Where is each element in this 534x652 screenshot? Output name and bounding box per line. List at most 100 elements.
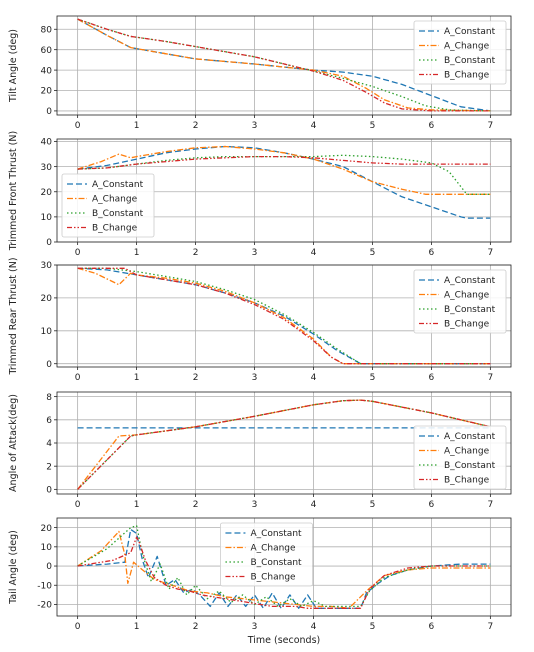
plot-area-frame: [56, 517, 512, 617]
x-tick-label: 5: [370, 373, 376, 383]
y-tick-label: 8: [46, 393, 52, 403]
series-line-a-change: [77, 18, 491, 112]
series-line-a-change: [77, 530, 491, 609]
x-tick-label: 3: [252, 622, 258, 632]
x-tick-label: 2: [193, 248, 199, 258]
legend-label: A_Constant: [444, 276, 496, 286]
x-tick-label: 3: [252, 121, 258, 131]
y-tick-label: 40: [41, 138, 53, 148]
y-tick-label: -10: [37, 581, 52, 591]
x-tick-label: 1: [134, 500, 140, 510]
legend-label: A_Constant: [250, 529, 302, 539]
legend-label: B_Change: [444, 71, 490, 81]
x-tick-label: 2: [193, 373, 199, 383]
x-tick-label: 2: [193, 121, 199, 131]
y-tick-label: 10: [41, 543, 53, 553]
x-tick-label: 7: [487, 500, 493, 510]
legend-label: B_Change: [444, 320, 490, 330]
plot-area-frame: [56, 391, 512, 495]
x-tick-label: 5: [370, 248, 376, 258]
legend: A_Constant A_Change B_Constant B_Change: [220, 522, 313, 587]
x-tick-label: 1: [134, 121, 140, 131]
series-line-a-change: [77, 145, 491, 195]
x-tick-label: 4: [311, 622, 317, 632]
legend-box: [220, 522, 313, 587]
x-tick-label: 6: [429, 373, 435, 383]
legend-label: B_Constant: [444, 461, 496, 471]
plot-area-frame: [56, 15, 512, 116]
y-tick-label: 0: [46, 238, 52, 248]
panel-1: 0 1 2 3 4 5 6 7 0 20 40 60 80 Tilt Angle (deg) A_Const…: [8, 15, 512, 131]
legend-label: B_Change: [250, 573, 296, 583]
legend-label: A_Constant: [92, 180, 144, 190]
legend-label: B_Change: [92, 224, 138, 234]
x-tick-label: 0: [75, 248, 81, 258]
y-tick-label: 20: [41, 87, 53, 97]
x-tick-label: 5: [370, 622, 376, 632]
y-tick-label: 30: [41, 261, 53, 271]
y-tick-label: 6: [46, 416, 52, 426]
y-tick-label: 40: [41, 66, 53, 76]
x-tick-label: 5: [370, 500, 376, 510]
y-tick-label: 0: [46, 107, 52, 117]
x-tick-label: 3: [252, 248, 258, 258]
x-tick-label: 7: [487, 622, 493, 632]
legend-label: A_Change: [444, 291, 490, 301]
x-tick-label: 0: [75, 373, 81, 383]
legend-label: A_Change: [444, 447, 490, 457]
x-tick-label: 4: [311, 373, 317, 383]
legend-label: B_Change: [444, 476, 490, 486]
legend: A_Constant A_Change B_Constant B_Change: [61, 173, 155, 238]
x-tick-label: 2: [193, 622, 199, 632]
y-tick-label: 20: [41, 524, 53, 534]
y-tick-label: 10: [41, 327, 53, 337]
series-line-b-change: [77, 536, 491, 609]
series-line-b-change: [77, 18, 491, 112]
x-tick-label: 3: [252, 500, 258, 510]
series-line-a-change: [77, 267, 491, 365]
x-tick-label: 0: [75, 622, 81, 632]
series-line-b-constant: [77, 154, 491, 195]
legend-label: B_Constant: [444, 56, 496, 66]
plot-area-frame: [56, 138, 512, 243]
x-tick-label: 0: [75, 121, 81, 131]
x-tick-label: 4: [311, 500, 317, 510]
series-line-a-constant: [77, 528, 491, 609]
panel-3: 0 1 2 3 4 5 6 7 0 10 20 30 Trimmed Rear Thrust (N) A_…: [8, 257, 512, 383]
x-tick-label: 7: [487, 248, 493, 258]
x-tick-label: 0: [75, 500, 81, 510]
x-tick-label: 6: [429, 500, 435, 510]
y-tick-label: 0: [46, 562, 52, 572]
legend-label: B_Constant: [444, 305, 496, 315]
x-tick-label: 1: [134, 622, 140, 632]
series-line-b-constant: [77, 267, 491, 365]
y-tick-label: 10: [41, 213, 53, 223]
legend-box: [413, 269, 507, 334]
legend-label: B_Constant: [92, 209, 144, 219]
x-tick-label: 5: [370, 121, 376, 131]
legend: A_Constant A_Change B_Constant B_Change: [413, 425, 507, 490]
series-line-b-change: [77, 399, 491, 490]
x-tick-label: 7: [487, 121, 493, 131]
y-tick-label: 30: [41, 163, 53, 173]
x-tick-label: 1: [134, 373, 140, 383]
x-tick-label: 4: [311, 248, 317, 258]
legend-box: [61, 173, 155, 238]
legend: A_Constant A_Change B_Constant B_Change: [413, 269, 507, 334]
y-tick-label: 0: [46, 486, 52, 496]
y-tick-label: 20: [41, 188, 53, 198]
y-tick-label: 20: [41, 294, 53, 304]
legend-label: A_Change: [250, 544, 296, 554]
legend-label: A_Constant: [444, 432, 496, 442]
y-axis-label: Tilt Angle (deg): [8, 29, 19, 103]
series-line-a-constant: [77, 145, 491, 219]
series-line-b-constant: [77, 525, 491, 608]
plot-area-frame: [56, 264, 512, 368]
y-axis-label: Trimmed Front Thrust (N): [8, 131, 19, 251]
panel-5: 0 1 2 3 4 5 6 7 -20 -10 0 10 20 Tail Angle (deg) Time …: [8, 517, 512, 646]
legend-box: [413, 20, 507, 85]
y-axis-label: Trimmed Rear Thrust (N): [8, 257, 19, 375]
y-axis-label: Angle of Attack(deg): [8, 394, 19, 492]
series-line-b-change: [77, 155, 491, 170]
